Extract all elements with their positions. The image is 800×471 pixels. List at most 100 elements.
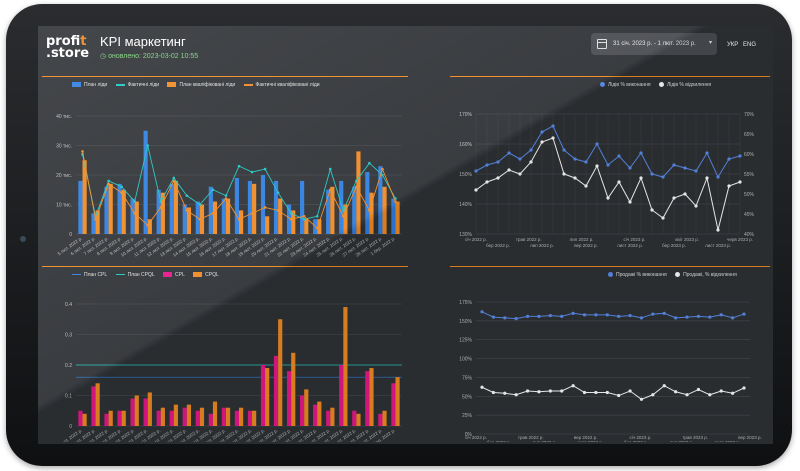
point-line-sales-exec (548, 313, 552, 318)
legend-item[interactable]: Фактичні ліди (115, 82, 159, 88)
legend-label: Лідів % відхилення (666, 82, 712, 88)
swatch (115, 274, 125, 276)
legend-item[interactable]: Фактичні кваліфіковані ліди (243, 82, 320, 88)
point-leads-exec (683, 166, 687, 170)
point-leads-dev (507, 168, 511, 172)
point-line-fact-leads (381, 173, 384, 177)
point-line-fact-leads (185, 194, 189, 197)
leads-chart: 010 тис.20 тис.30 тис.40 тис.5 лют. 2022… (56, 114, 402, 258)
point-leads-dev (661, 216, 665, 220)
point-leads-dev (518, 172, 522, 176)
point-line-sales-dev (719, 389, 723, 393)
point-leads-exec (738, 154, 742, 158)
x-tick-label: трав 2022 р. (516, 237, 542, 242)
x-tick-label: січ 2023 р. (623, 237, 645, 242)
sales-chart: 0% 25% 50% 75% 100% 125% 150% 175% січ 2022 р. тр… (459, 300, 762, 442)
legend-label: План CPQL (127, 272, 155, 278)
bar-cpql (160, 407, 165, 426)
y-tick-label: 150% (459, 172, 472, 178)
dashboard-screen: profit .store KPI маркетинг ◷ оновлено: … (38, 26, 773, 444)
chevron-down-icon[interactable]: ▾ (709, 40, 713, 46)
logo[interactable]: profit .store (46, 35, 89, 60)
point-line-sales-exec (560, 314, 564, 318)
bar-plan-qual-leads (173, 180, 178, 234)
bar-cpl (130, 398, 135, 426)
point-line-fact-qual-leads (328, 188, 332, 192)
point-line-sales-exec (503, 316, 507, 320)
bar-plan-leads (391, 198, 396, 234)
panel-sales: Продажі % виконання Продажі, % відхиленн… (450, 266, 770, 442)
bar-plan-leads (286, 204, 292, 234)
lang-ukr-button[interactable]: УКР (727, 42, 739, 48)
legend-item[interactable]: План CPL (72, 272, 107, 278)
y-tick-label: 10 тис. (56, 203, 72, 209)
x-tick-label: січ 2022 р. (465, 435, 487, 440)
panel-divider (450, 76, 770, 77)
point-line-sales-exec (480, 310, 484, 314)
point-line-sales-dev (503, 391, 507, 395)
legend-item[interactable]: Продажі, % відхилення (675, 272, 737, 278)
bar-cpql (369, 368, 374, 426)
point-line-fact-qual-leads (250, 212, 254, 215)
point-line-fact-qual-leads (237, 217, 241, 221)
bar-cpql (265, 368, 270, 426)
bar-cpl (365, 371, 370, 426)
point-leads-exec (672, 163, 676, 167)
point-leads-exec (507, 151, 511, 155)
bar-cpl (78, 410, 83, 426)
swatch (675, 272, 681, 278)
legend-item[interactable]: CPL (163, 272, 185, 278)
point-line-fact-leads (224, 194, 228, 197)
legend-label: План кваліфіковані ліди (179, 82, 236, 88)
point-line-fact-leads (146, 144, 150, 147)
legend-item[interactable]: Лідів % відхилення (658, 82, 712, 88)
y-tick-label: 20 тис. (56, 173, 72, 179)
y-tick-label: 40 тис. (56, 114, 72, 120)
y-tick-label: 0 (69, 232, 72, 238)
swatch (600, 82, 605, 88)
bar-plan-leads (260, 175, 266, 234)
point-leads-exec (584, 160, 588, 164)
point-line-fact-qual-leads (381, 167, 384, 171)
bar-cpql (212, 401, 218, 426)
x-tick-label: бер 2023 р. (662, 243, 686, 248)
date-range-picker[interactable]: 31 січ. 2023 р. - 1 лют. 2023 р. ▾ (591, 33, 717, 55)
legend-item[interactable]: Продажі % виконання (608, 272, 667, 278)
bar-cpl (143, 398, 148, 426)
point-line-sales-dev (639, 397, 644, 401)
page-title: KPI маркетинг (100, 34, 186, 49)
bar-plan-leads (156, 189, 161, 234)
point-line-sales-exec (571, 311, 575, 315)
y-tick-label: 50% (462, 394, 473, 400)
point-line-fact-qual-leads (185, 209, 189, 212)
lang-eng-button[interactable]: ENG (743, 42, 757, 48)
bar-plan-qual-leads (304, 219, 309, 234)
panel-leads-percent: Лідів % виконання Лідів % відхилення 130… (450, 76, 770, 264)
x-tick-label: січ 2022 р. (465, 237, 487, 242)
legend-item[interactable]: План ліди (72, 82, 107, 88)
point-leads-dev (650, 208, 654, 212)
point-leads-exec (606, 163, 610, 167)
bar-plan-qual-leads (278, 198, 283, 234)
camera-icon (20, 236, 26, 242)
y-tick-label-right: 45% (744, 212, 755, 218)
x-tick-label: лип 2022 р. (530, 243, 554, 248)
point-leads-exec (529, 148, 533, 152)
bar-cpl (260, 365, 266, 426)
point-leads-dev (617, 180, 621, 184)
point-line-sales-dev (708, 393, 712, 397)
bar-cpql (356, 413, 361, 426)
legend-item[interactable]: План кваліфіковані ліди (167, 82, 235, 88)
point-line-sales-dev (742, 386, 746, 390)
point-line-fact-qual-leads (94, 217, 97, 221)
legend-item[interactable]: CPQL (193, 272, 219, 278)
bar-cpl (117, 410, 122, 426)
legend-label: Продажі, % відхилення (683, 272, 737, 278)
bar-plan-leads (247, 180, 253, 234)
point-leads-exec (705, 151, 709, 155)
line-sales-exec (481, 311, 745, 320)
bar-cpl (221, 407, 226, 426)
legend-item[interactable]: План CPQL (115, 272, 155, 278)
legend-item[interactable]: Лідів % виконання (600, 82, 651, 88)
point-line-sales-dev (525, 389, 530, 393)
